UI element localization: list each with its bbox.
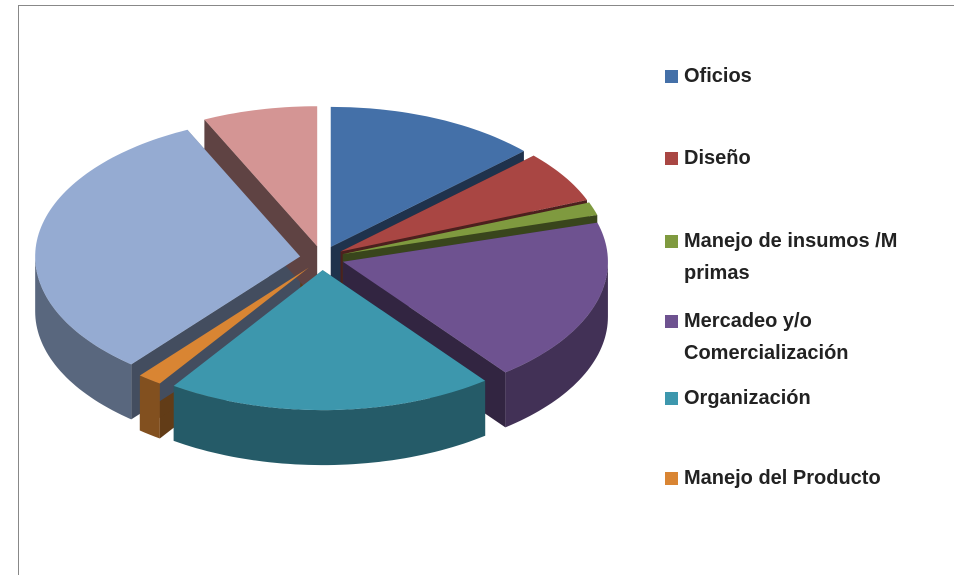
pie-slice [35, 129, 301, 365]
legend-item: Diseño [665, 142, 950, 174]
pie-slice [139, 267, 309, 384]
legend-item: Oficios [665, 60, 950, 92]
pie-slice [330, 106, 524, 247]
pie-slice [340, 155, 587, 252]
legend-swatch [665, 152, 678, 165]
slice-wall [35, 256, 132, 420]
legend-swatch [665, 472, 678, 485]
legend-label: Manejo de insumos /M primas [684, 230, 898, 284]
legend-item: Manejo del Producto [665, 462, 950, 494]
legend-item: Manejo de insumos /M primas [665, 225, 950, 289]
slice-wall [173, 380, 486, 466]
pie-chart [35, 106, 608, 466]
legend-label: Manejo del Producto [684, 467, 881, 489]
legend-label: Organización [684, 387, 811, 409]
chart-frame [18, 5, 954, 575]
pie-slice [204, 106, 318, 247]
slice-wall [139, 375, 160, 439]
pie-slice [342, 222, 608, 373]
legend-swatch [665, 315, 678, 328]
legend-swatch [665, 70, 678, 83]
legend-label: Mercadeo y/o Comercialización [684, 310, 849, 364]
legend-item: Mercadeo y/o Comercialización [665, 305, 950, 369]
legend-label: Oficios [684, 65, 752, 87]
legend-item: Organización [665, 382, 950, 414]
legend-swatch [665, 235, 678, 248]
pie-slice [173, 270, 486, 411]
slice-wall [505, 261, 608, 428]
legend-swatch [665, 392, 678, 405]
pie-slice [342, 202, 598, 255]
legend-label: Diseño [684, 147, 751, 169]
